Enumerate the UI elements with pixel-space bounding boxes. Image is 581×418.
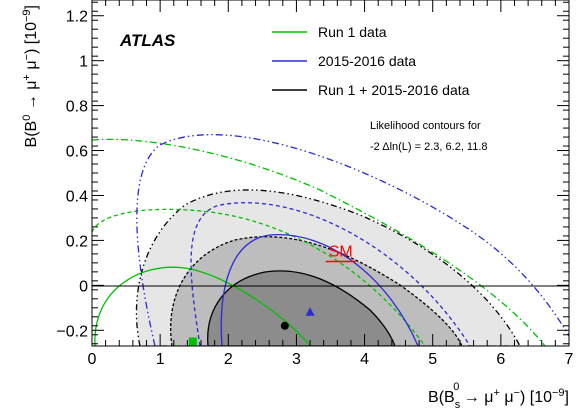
run1-best-fit-marker (188, 337, 197, 346)
best-fit-markers (188, 307, 315, 346)
y-axis: −0.2 0 0.2 0.4 0.6 0.8 1 1.2 (56, 1, 569, 345)
annotation-line1: Likelihood contours for (370, 120, 481, 132)
legend-entry-run2: 2015-2016 data (272, 53, 416, 69)
x-tick-label: 6 (496, 351, 505, 368)
legend: Run 1 data 2015-2016 data Run 1 + 2015-2… (272, 24, 470, 98)
legend-entry-combined: Run 1 + 2015-2016 data (272, 82, 470, 98)
sm-label: SM (329, 244, 353, 261)
y-tick-label: −0.2 (56, 323, 88, 340)
y-tick-label: 0.2 (66, 233, 88, 250)
legend-label-run2: 2015-2016 data (318, 53, 416, 69)
x-tick-label: 5 (428, 351, 437, 368)
y-axis-title: B(B0 → μ+ μ−) [10−9] (21, 5, 40, 147)
legend-label-run1: Run 1 data (318, 24, 387, 40)
x-tick-label: 3 (292, 351, 301, 368)
x-axis: 0 1 2 3 4 5 6 7 (88, 0, 574, 368)
y-tick-label: 0.4 (66, 188, 88, 205)
annotation-line2: -2 Δln(L) = 2.3, 6.2, 11.8 (370, 141, 488, 153)
run1-contour-outer (92, 138, 546, 346)
x-axis-title: B(Bs0 → μ+ μ−) [10−9] (428, 381, 569, 411)
legend-entry-run1: Run 1 data (272, 24, 387, 40)
run2-contours (136, 133, 569, 346)
x-tick-label: 1 (156, 351, 165, 368)
x-tick-label: 4 (360, 351, 369, 368)
atlas-label: ATLAS (119, 31, 176, 50)
legend-label-combined: Run 1 + 2015-2016 data (318, 82, 470, 98)
sm-marker: SM (325, 244, 356, 263)
combined-contour-inner (207, 270, 396, 346)
y-tick-label: 0 (79, 278, 88, 295)
combined-best-fit-marker (280, 321, 289, 330)
x-tick-label: 2 (224, 351, 233, 368)
run2-best-fit-marker (305, 307, 315, 316)
y-tick-label: 0.6 (66, 144, 88, 161)
y-tick-label: 0.8 (66, 99, 88, 116)
combined-contours (135, 189, 521, 346)
run2-contour-inner (220, 234, 419, 346)
y-tick-label: 1.2 (66, 9, 88, 26)
y-tick-label: 1 (79, 54, 88, 71)
x-tick-label: 0 (88, 351, 97, 368)
x-tick-label: 7 (565, 351, 574, 368)
run2-contour-outer (136, 133, 569, 346)
run1-contour-middle (92, 208, 426, 346)
run1-contours (92, 138, 546, 346)
run1-contour-inner (94, 266, 311, 346)
